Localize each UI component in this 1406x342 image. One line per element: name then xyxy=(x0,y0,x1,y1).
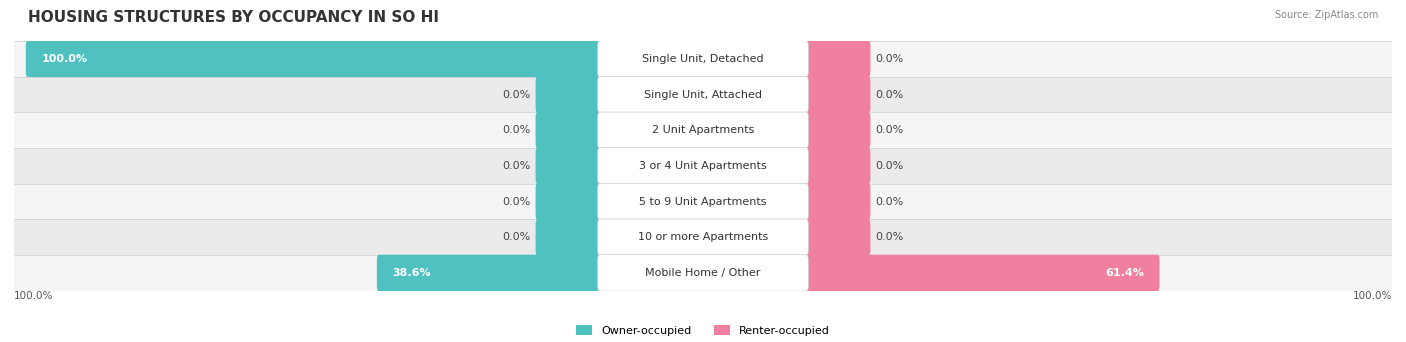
FancyBboxPatch shape xyxy=(536,183,602,220)
Text: 0.0%: 0.0% xyxy=(502,197,531,207)
FancyBboxPatch shape xyxy=(804,148,870,184)
FancyBboxPatch shape xyxy=(598,76,808,113)
FancyBboxPatch shape xyxy=(598,41,808,77)
FancyBboxPatch shape xyxy=(25,41,602,77)
FancyBboxPatch shape xyxy=(536,112,602,148)
FancyBboxPatch shape xyxy=(536,76,602,113)
Text: HOUSING STRUCTURES BY OCCUPANCY IN SO HI: HOUSING STRUCTURES BY OCCUPANCY IN SO HI xyxy=(28,10,439,25)
Text: 61.4%: 61.4% xyxy=(1105,268,1143,278)
Text: 0.0%: 0.0% xyxy=(502,161,531,171)
FancyBboxPatch shape xyxy=(804,41,870,77)
Text: Mobile Home / Other: Mobile Home / Other xyxy=(645,268,761,278)
FancyBboxPatch shape xyxy=(804,76,870,113)
Text: 100.0%: 100.0% xyxy=(14,291,53,301)
FancyBboxPatch shape xyxy=(536,148,602,184)
Bar xyxy=(14,255,1392,291)
Text: 0.0%: 0.0% xyxy=(502,125,531,135)
Text: Single Unit, Attached: Single Unit, Attached xyxy=(644,90,762,100)
Bar xyxy=(14,41,1392,77)
Text: 100.0%: 100.0% xyxy=(42,54,87,64)
Text: 0.0%: 0.0% xyxy=(876,232,904,242)
Legend: Owner-occupied, Renter-occupied: Owner-occupied, Renter-occupied xyxy=(571,320,835,340)
Text: 38.6%: 38.6% xyxy=(392,268,432,278)
FancyBboxPatch shape xyxy=(377,255,602,291)
FancyBboxPatch shape xyxy=(598,255,808,291)
FancyBboxPatch shape xyxy=(598,112,808,148)
Bar xyxy=(14,148,1392,184)
FancyBboxPatch shape xyxy=(804,112,870,148)
FancyBboxPatch shape xyxy=(804,219,870,255)
Text: 0.0%: 0.0% xyxy=(502,232,531,242)
Bar xyxy=(14,113,1392,148)
Text: 0.0%: 0.0% xyxy=(876,125,904,135)
FancyBboxPatch shape xyxy=(598,219,808,255)
Text: 10 or more Apartments: 10 or more Apartments xyxy=(638,232,768,242)
Text: 3 or 4 Unit Apartments: 3 or 4 Unit Apartments xyxy=(640,161,766,171)
Bar xyxy=(14,77,1392,113)
FancyBboxPatch shape xyxy=(598,148,808,184)
Text: 0.0%: 0.0% xyxy=(876,90,904,100)
Text: Source: ZipAtlas.com: Source: ZipAtlas.com xyxy=(1274,10,1378,20)
Bar xyxy=(14,184,1392,219)
FancyBboxPatch shape xyxy=(804,183,870,220)
FancyBboxPatch shape xyxy=(804,255,1160,291)
Text: 0.0%: 0.0% xyxy=(876,161,904,171)
Text: 0.0%: 0.0% xyxy=(876,197,904,207)
FancyBboxPatch shape xyxy=(598,183,808,220)
Bar xyxy=(14,219,1392,255)
Text: 0.0%: 0.0% xyxy=(502,90,531,100)
Text: Single Unit, Detached: Single Unit, Detached xyxy=(643,54,763,64)
Text: 2 Unit Apartments: 2 Unit Apartments xyxy=(652,125,754,135)
Text: 0.0%: 0.0% xyxy=(876,54,904,64)
FancyBboxPatch shape xyxy=(536,219,602,255)
Text: 5 to 9 Unit Apartments: 5 to 9 Unit Apartments xyxy=(640,197,766,207)
Text: 100.0%: 100.0% xyxy=(1353,291,1392,301)
